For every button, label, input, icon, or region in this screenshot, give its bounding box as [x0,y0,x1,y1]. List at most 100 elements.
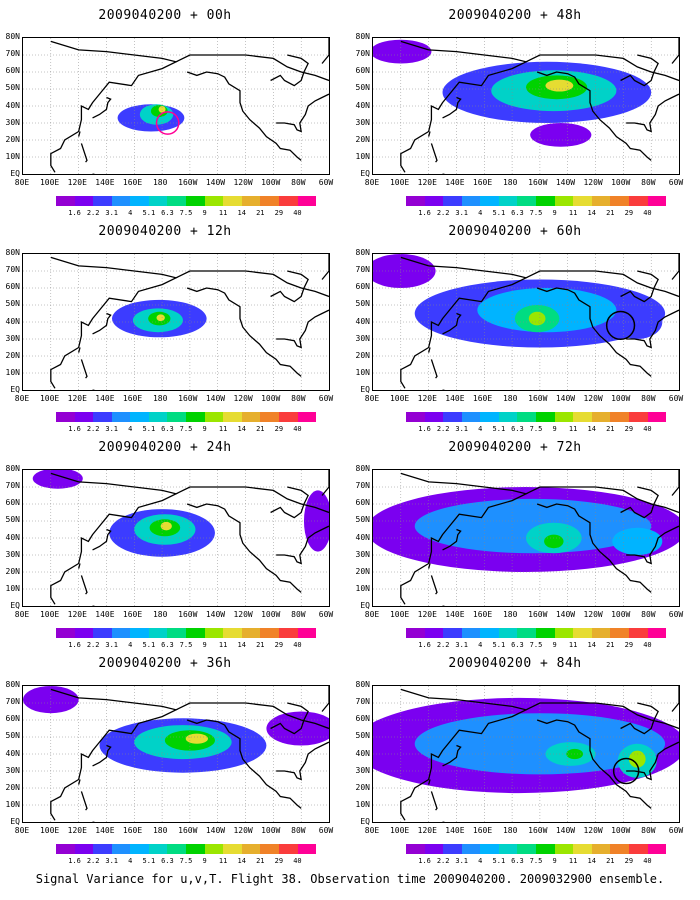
colorbar-label: 7.5 [179,425,193,433]
coastline [428,779,431,785]
coastline [442,528,462,551]
observation-circle [612,757,640,785]
x-tick-label: 140W [555,178,576,187]
variance-contour [185,733,208,744]
colorbar-swatch [130,844,149,854]
x-tick-label: 160W [528,394,548,403]
colorbar-label: 2.2 [436,425,450,433]
colorbar-label: 5.1 [142,425,156,433]
coastline [400,40,528,173]
map-svg [23,254,329,390]
colorbar-swatch [74,628,94,638]
coastline [430,575,438,595]
colorbar-label: 11 [218,857,228,865]
x-tick-label: 160E [122,610,143,619]
x-tick-label: 60W [668,394,684,403]
colorbar-swatch [111,628,131,638]
colorbar-label: 4 [128,209,133,217]
coastline [92,312,112,335]
colorbar-swatch [647,844,667,854]
colorbar-label: 40 [293,857,302,865]
colorbar-swatch [498,628,518,638]
x-tick-label: 60W [668,826,684,835]
x-tick-label: 140W [205,826,226,835]
map-svg [373,254,679,390]
y-tick-label: 10N [355,367,370,377]
y-tick-label: 60N [5,714,20,724]
colorbar-swatch [554,844,574,854]
colorbar-label: 3.1 [105,425,119,433]
colorbar-label: 29 [274,641,284,649]
colorbar-label: 1.6 [68,641,81,649]
colorbar-label: 5.1 [492,641,506,649]
colorbar-swatch [424,196,444,206]
x-tick-label: 120E [67,178,87,187]
coastline [186,287,302,377]
coastline [626,525,679,565]
colorbar-label: 5.1 [142,209,156,217]
map-svg [23,38,329,174]
x-tick-label: 140W [555,826,576,835]
colorbar-swatch [56,412,75,422]
colorbar-swatch [111,196,131,206]
colorbar-label: 5.1 [492,857,506,865]
colorbar-label: 3.1 [105,641,119,649]
y-tick-label: EQ [10,817,20,826]
colorbar-swatch [480,844,499,854]
x-tick-label: 180 [502,610,518,619]
colorbar-swatch [573,628,592,638]
variance-contour [612,527,663,555]
coastline [78,131,81,137]
coastline [50,40,178,173]
y-tick-label: 20N [355,782,370,792]
colorbar-swatch [111,412,131,422]
map-svg [373,686,679,822]
coastline [430,143,438,163]
colorbar-label: 9 [202,641,207,649]
colorbar-swatch [424,412,444,422]
y-tick-label: 70N [5,697,20,707]
colorbar-swatch [260,412,279,422]
colorbar-label: 1.6 [68,857,81,865]
y-tick-label: 80N [5,464,20,473]
map-area [372,685,680,823]
colorbar-label: 9 [552,425,557,433]
panel-title: 2009040200 + 72h [448,440,582,455]
colorbar-label: 2.2 [86,425,100,433]
colorbar-swatch [480,628,499,638]
y-tick-label: EQ [10,169,20,178]
colorbar-swatch [536,844,555,854]
observation-circle [605,310,636,341]
y-tick-label: 40N [5,748,20,758]
coastline [626,93,679,133]
y-tick-label: 30N [355,117,370,127]
x-tick-label: 160E [122,826,143,835]
y-tick-label: 20N [5,134,20,144]
colorbar-label: 14 [587,641,596,649]
observation-circle [155,111,180,135]
colorbar-label: 21 [256,857,265,865]
x-tick-label: 100E [389,826,410,835]
x-tick-label: 160E [472,610,493,619]
x-tick-label: 160W [178,826,198,835]
coastline [671,686,679,712]
x-tick-label: 140E [95,610,115,619]
colorbar-swatch [591,844,611,854]
colorbar-label: 40 [643,641,652,649]
variance-contour [303,490,329,552]
colorbar-swatch [93,196,112,206]
coastline [270,486,309,519]
x-tick-label: 140W [205,394,226,403]
coastline [270,54,309,87]
colorbar [56,844,317,854]
y-tick-label: 50N [355,731,370,741]
variance-contour [530,123,592,147]
colorbar-swatch [186,196,205,206]
colorbar-swatch [610,412,629,422]
y-tick-label: EQ [360,817,370,826]
map-panel: 2009040200 + 60h 80N 70N 60N 50N 40N 30N 20N 10N… [350,216,684,433]
x-tick-label: 180 [502,826,518,835]
x-tick-label: 160E [472,178,493,187]
colorbar-swatch [461,196,481,206]
map-panel: 2009040200 + 00h 80N 70N 60N 50N 40N 30N 20N 10N… [0,0,334,217]
